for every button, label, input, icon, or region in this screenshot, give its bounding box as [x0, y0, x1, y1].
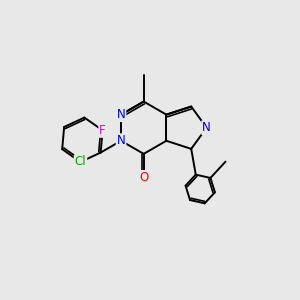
Text: O: O	[139, 171, 148, 184]
Text: N: N	[202, 121, 211, 134]
Text: N: N	[117, 134, 125, 147]
Text: F: F	[99, 124, 106, 137]
Text: N: N	[117, 108, 125, 121]
Text: Cl: Cl	[75, 155, 86, 169]
